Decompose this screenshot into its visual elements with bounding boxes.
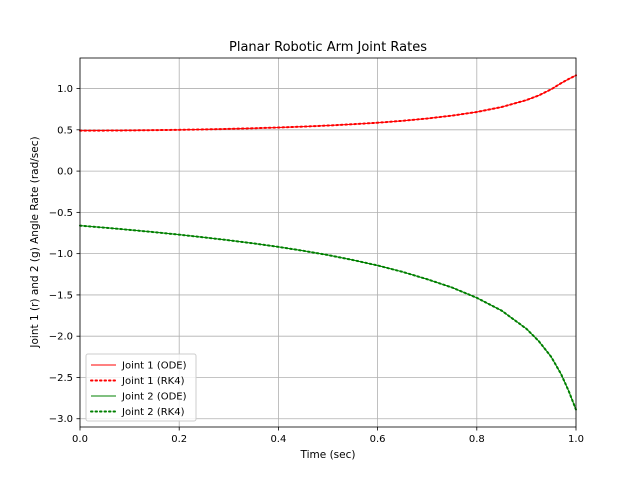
x-tick-label: 0.4	[270, 434, 286, 445]
y-axis: 1.0 0.5 0.0 −0.5 −1.0 −1.5 −2.0 −2.5 −3.0	[49, 84, 80, 425]
x-tick-label: 0.0	[72, 434, 88, 445]
chart-title: Planar Robotic Arm Joint Rates	[229, 40, 427, 55]
y-tick-label: 1.0	[57, 84, 73, 95]
y-tick-label: 0.5	[57, 125, 73, 136]
x-axis-label: Time (sec)	[300, 449, 356, 461]
legend-label-3: Joint 2 (ODE)	[121, 392, 187, 403]
y-tick-label: −2.0	[49, 332, 73, 343]
legend-label-2: Joint 1 (RK4)	[121, 376, 185, 387]
legend-box	[85, 353, 197, 422]
axes-frame	[79, 57, 577, 428]
legend-label-4: Joint 2 (RK4)	[121, 407, 185, 418]
series-line-2	[79, 74, 577, 132]
y-tick-label: 0.0	[57, 167, 73, 178]
y-tick-label: −2.5	[49, 373, 73, 384]
legend: Joint 1 (ODE) Joint 1 (RK4) Joint 2 (ODE) J…	[85, 353, 197, 422]
y-tick-label: −1.5	[49, 290, 73, 301]
x-tick-label: 0.8	[469, 434, 485, 445]
series-layer	[79, 74, 577, 411]
x-axis: 0.0 0.2 0.4 0.6 0.8 1.0	[72, 427, 584, 445]
x-tick-label: 1.0	[568, 434, 584, 445]
x-tick-label: 0.2	[171, 434, 187, 445]
legend-label-1: Joint 1 (ODE)	[121, 361, 187, 372]
series-line-4	[79, 224, 577, 411]
y-tick-label: −1.0	[49, 249, 73, 260]
x-tick-label: 0.6	[370, 434, 386, 445]
y-tick-label: −0.5	[49, 208, 73, 219]
y-tick-label: −3.0	[49, 414, 73, 425]
y-axis-label: Joint 1 (r) and 2 (g) Angle Rate (rad/se…	[29, 136, 41, 348]
